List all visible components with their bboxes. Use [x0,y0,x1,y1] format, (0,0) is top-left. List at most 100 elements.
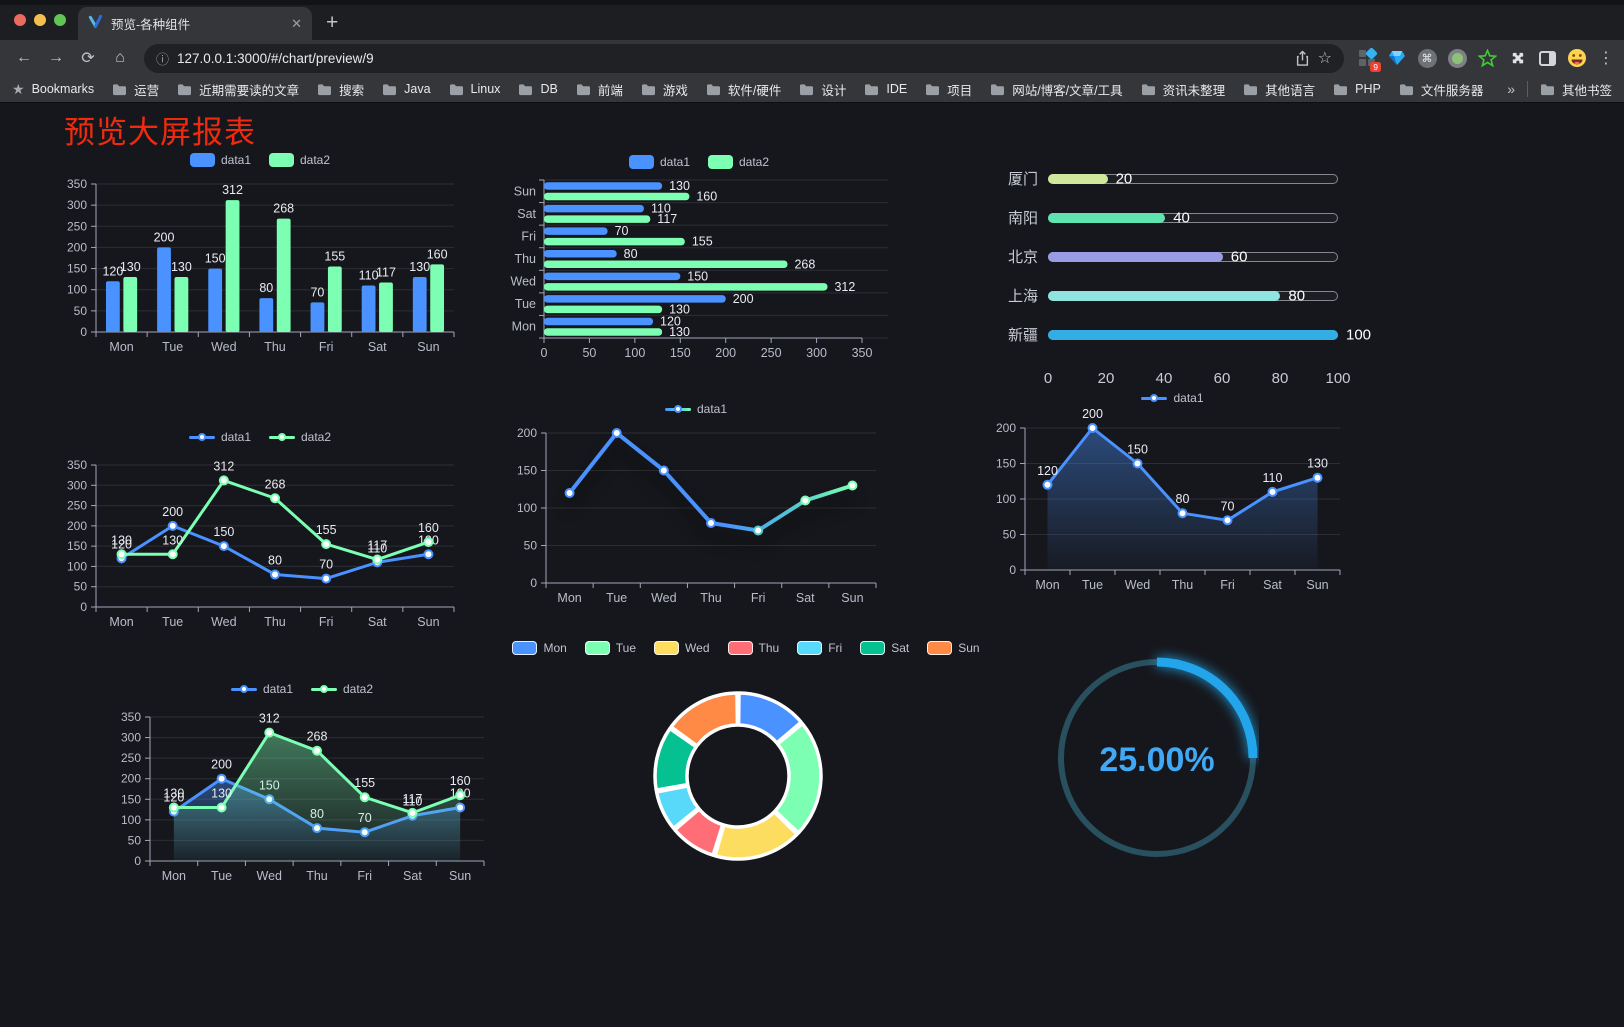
bookmarks-overflow-chevron[interactable]: » [1507,81,1515,97]
extension-command-icon[interactable]: ⌘ [1414,44,1440,72]
svg-text:70: 70 [310,285,324,299]
legend-item[interactable]: data2 [269,430,331,444]
tab-close-button[interactable]: ✕ [291,15,302,31]
progress-row-label: 新疆 [1007,327,1038,344]
svg-text:Wed: Wed [211,340,237,354]
bookmark-folder[interactable]: Linux [449,82,500,96]
close-window-button[interactable] [14,14,26,26]
progress-row-label: 北京 [1007,249,1038,266]
extension-gem-icon[interactable] [1384,44,1410,72]
forward-button[interactable]: → [48,49,64,66]
svg-text:130: 130 [669,302,690,316]
extension-puzzle-icon[interactable] [1504,44,1530,72]
svg-text:0: 0 [1009,563,1016,577]
svg-text:200: 200 [996,421,1016,435]
progress-row: 南阳 40 [998,198,1338,237]
svg-text:120: 120 [660,314,681,328]
legend-swatch-icon [654,641,680,655]
reload-button[interactable]: ⟳ [81,50,95,67]
bookmark-folder[interactable]: Java [382,82,431,96]
legend-item[interactable]: data1 [664,402,727,416]
legend-swatch-icon [189,153,215,167]
legend-item[interactable]: data2 [311,682,373,696]
legend-item[interactable]: Sat [860,641,909,655]
traffic-lights [14,14,66,26]
bookmark-folder[interactable]: 运营 [112,80,159,99]
donut-slice-thu[interactable] [673,807,725,857]
share-icon[interactable] [1295,49,1310,67]
bookmark-folder[interactable]: 软件/硬件 [706,80,781,99]
legend-item[interactable]: data1 [1141,391,1204,405]
svg-text:160: 160 [427,247,448,261]
legend-item[interactable]: Sun [927,641,980,655]
extension-green-star-icon[interactable] [1474,44,1500,72]
legend-item[interactable]: Tue [584,641,636,655]
legend-item[interactable]: Thu [727,641,779,655]
svg-text:160: 160 [450,774,471,788]
other-bookmarks-folder[interactable]: 其他书签 [1540,80,1612,99]
svg-text:250: 250 [761,346,782,360]
legend-item[interactable]: data1 [230,682,293,696]
bookmark-folder[interactable]: 资讯未整理 [1141,80,1225,99]
svg-text:Wed: Wed [1125,578,1151,592]
emoji-extension-icon[interactable] [1564,44,1590,72]
svg-text:Thu: Thu [264,340,286,354]
bookmark-folder[interactable]: 文件服务器 [1399,80,1483,99]
site-info-icon[interactable]: ⓘ [156,51,170,67]
donut-slice-sun[interactable] [669,691,740,748]
browser-tab[interactable]: 预览-各种组件 ✕ [78,7,312,40]
legend-label: data1 [1173,391,1204,405]
bookmark-folder[interactable]: PHP [1333,82,1381,96]
bookmark-folder[interactable]: 项目 [925,80,972,99]
legend-label: Mon [543,641,567,655]
bookmark-folder[interactable]: 近期需要读的文章 [177,80,299,99]
legend-item[interactable]: data2 [708,155,769,169]
svg-text:Thu: Thu [306,869,328,883]
svg-text:110: 110 [367,541,387,555]
legend-item[interactable]: data1 [188,430,251,444]
bookmark-folder[interactable]: 搜索 [317,80,364,99]
home-button[interactable]: ⌂ [115,49,125,66]
donut-slice-wed[interactable] [713,810,799,861]
bookmark-star-icon[interactable]: ☆ [1317,50,1332,67]
svg-text:80: 80 [268,554,282,568]
bookmark-folder[interactable]: 其他语言 [1243,80,1315,99]
browser-menu-icon[interactable]: ⋮ [1598,50,1614,67]
address-bar[interactable]: ⓘ 127.0.0.1:3000/#/chart/preview/9 ☆ [144,43,1344,73]
svg-text:130: 130 [211,787,232,801]
url-text[interactable]: 127.0.0.1:3000/#/chart/preview/9 [177,50,374,66]
back-button[interactable]: ← [16,49,32,66]
legend-marker-icon [197,433,206,441]
bookmark-folder[interactable]: 游戏 [641,80,688,99]
bookmark-folder[interactable]: IDE [864,82,907,96]
bookmark-folder[interactable]: 设计 [799,80,846,99]
donut-slice-mon[interactable] [736,691,803,745]
svg-text:300: 300 [67,198,87,212]
side-panel-icon[interactable] [1534,44,1560,72]
legend-item[interactable]: Wed [654,641,710,655]
legend-swatch-icon [628,155,654,169]
extension-blocks-icon[interactable]: 9 [1354,44,1381,72]
svg-text:130: 130 [669,325,690,339]
svg-text:250: 250 [121,751,141,765]
legend-item[interactable]: data2 [269,153,330,167]
bookmark-folder[interactable]: 网站/博客/文章/工具 [990,80,1123,99]
new-tab-button[interactable]: + [326,11,339,34]
minimize-window-button[interactable] [34,14,46,26]
legend-item[interactable]: Mon [512,641,567,655]
legend-item[interactable]: data1 [628,155,690,169]
extension-green-dot-icon[interactable] [1444,44,1470,72]
fullscreen-window-button[interactable] [54,14,66,26]
area-chart-canvas: 0 50 100 150 200 250 300 350 Mon Tue Wed Thu Fri Sat S… [121,710,485,883]
legend-item[interactable]: Fri [797,641,842,655]
bookmarks-root[interactable]: ★ Bookmarks [12,81,94,98]
svg-text:80: 80 [1176,492,1190,506]
svg-text:155: 155 [316,523,337,537]
bookmark-folder[interactable]: DB [518,82,558,96]
legend-item[interactable]: data1 [189,153,251,167]
svg-text:100: 100 [67,283,87,297]
bookmark-folder[interactable]: 前端 [576,80,623,99]
donut-slice-sat[interactable] [653,726,698,792]
donut-slice-tue[interactable] [773,721,823,835]
